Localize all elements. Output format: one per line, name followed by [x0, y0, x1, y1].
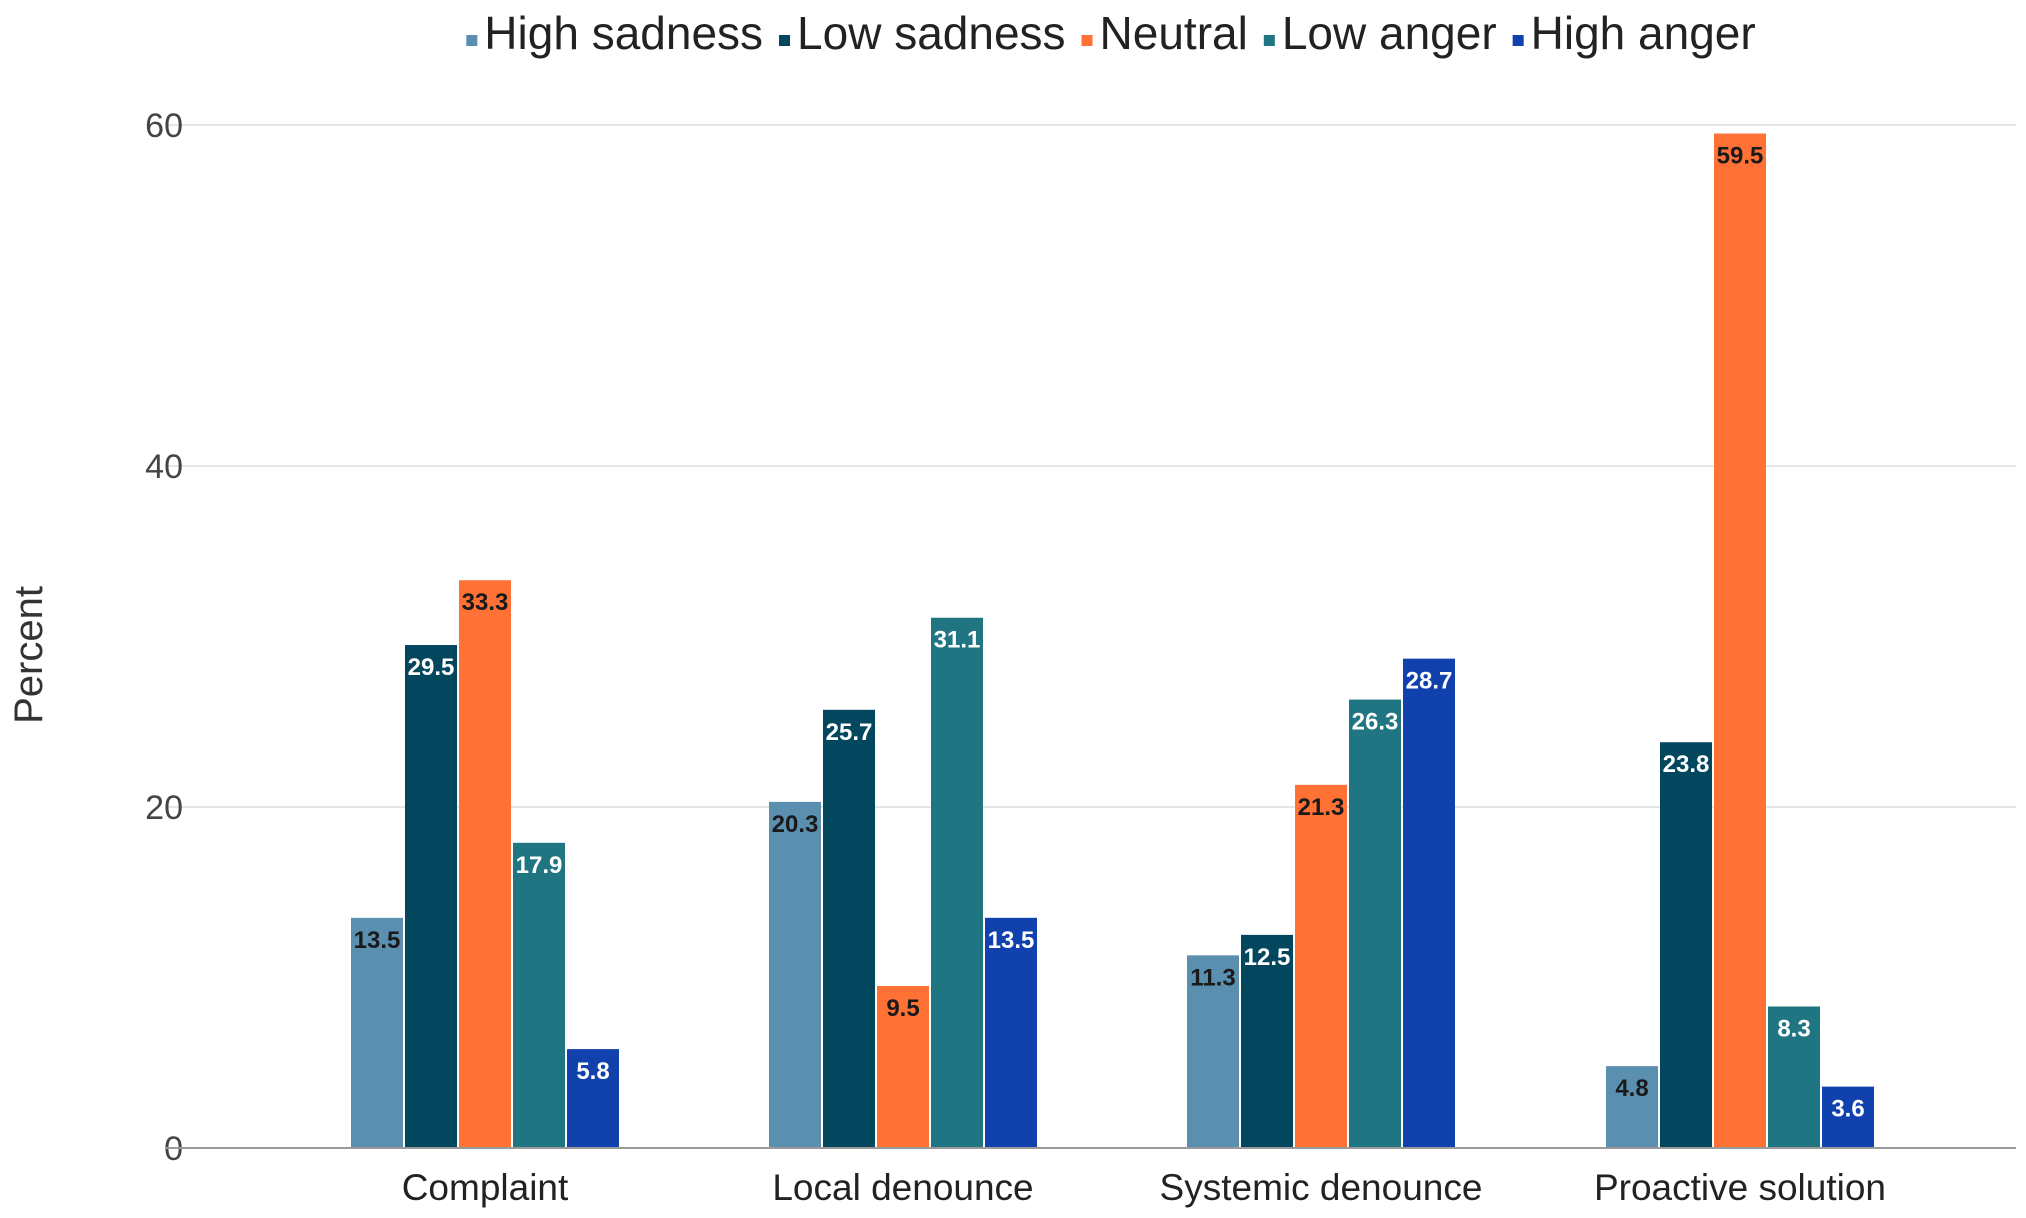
bars	[351, 133, 1874, 1148]
bar	[1606, 1066, 1658, 1148]
legend-label: Low sadness	[797, 7, 1066, 59]
bar	[1295, 784, 1347, 1148]
legend-swatch	[1081, 35, 1093, 46]
legend-swatch	[1263, 35, 1275, 46]
bar	[351, 917, 403, 1148]
bar	[1714, 133, 1766, 1148]
legend-swatch	[466, 35, 478, 46]
legend-item: Low sadness	[779, 7, 1066, 59]
x-axis-categories: Complaint Local denounce Systemic denounce…	[402, 1167, 1886, 1208]
x-tick-label: Local denounce	[772, 1167, 1033, 1208]
data-label: 12.5	[1244, 944, 1291, 971]
data-label: 29.5	[408, 654, 455, 681]
bar	[1403, 658, 1455, 1148]
bar	[405, 645, 457, 1148]
bar	[1660, 742, 1712, 1148]
y-tick-label: 60	[145, 107, 183, 145]
bar	[459, 580, 511, 1148]
data-label: 25.7	[826, 719, 873, 746]
y-tick-label: 20	[145, 789, 183, 827]
data-label: 9.5	[886, 995, 919, 1022]
legend-item: Low anger	[1263, 7, 1497, 59]
legend-label: Low anger	[1282, 7, 1497, 59]
data-label: 31.1	[934, 627, 981, 654]
legend-item: High sadness	[466, 7, 763, 59]
data-label: 13.5	[988, 927, 1035, 954]
data-label: 28.7	[1406, 668, 1453, 695]
legend-swatch	[779, 35, 791, 46]
bar	[1768, 1006, 1820, 1148]
bar	[823, 709, 875, 1148]
bar	[1241, 934, 1293, 1148]
data-label: 26.3	[1352, 709, 1399, 736]
data-label: 5.8	[576, 1058, 609, 1085]
legend-item: High anger	[1512, 7, 1756, 59]
bar	[1822, 1086, 1874, 1148]
data-label: 13.5	[354, 927, 401, 954]
y-tick-label: 40	[145, 448, 183, 486]
x-tick-label: Systemic denounce	[1160, 1167, 1483, 1208]
data-label: 59.5	[1717, 143, 1764, 170]
bar	[1349, 699, 1401, 1148]
bar	[1187, 955, 1239, 1148]
legend-label: High sadness	[484, 7, 763, 59]
bar	[931, 617, 983, 1148]
y-axis-label: Percent	[7, 586, 51, 724]
legend-swatch	[1512, 35, 1524, 46]
legend-item: Neutral	[1081, 7, 1248, 59]
bar	[513, 842, 565, 1148]
x-tick-label: Complaint	[402, 1167, 569, 1208]
x-tick-label: Proactive solution	[1594, 1167, 1886, 1208]
bar	[985, 917, 1037, 1148]
data-label: 20.3	[772, 811, 819, 838]
bar	[877, 986, 929, 1148]
data-label: 4.8	[1615, 1075, 1648, 1102]
data-label: 33.3	[462, 589, 509, 616]
legend-label: High anger	[1531, 7, 1756, 59]
data-label: 17.9	[516, 852, 563, 879]
data-label: 21.3	[1298, 794, 1345, 821]
data-label: 3.6	[1831, 1096, 1864, 1123]
bar	[567, 1049, 619, 1148]
data-label: 23.8	[1663, 751, 1710, 778]
bar	[769, 801, 821, 1148]
data-label: 8.3	[1777, 1015, 1810, 1042]
data-labels: 13.5 20.3 11.3 4.8 29.5 25.7 12.5 23.8 33.3 9.5 21…	[354, 143, 1865, 1123]
data-label: 11.3	[1190, 964, 1235, 991]
legend: High sadness Low sadness Neutral Low anger H…	[466, 7, 1756, 59]
legend-label: Neutral	[1100, 7, 1248, 59]
